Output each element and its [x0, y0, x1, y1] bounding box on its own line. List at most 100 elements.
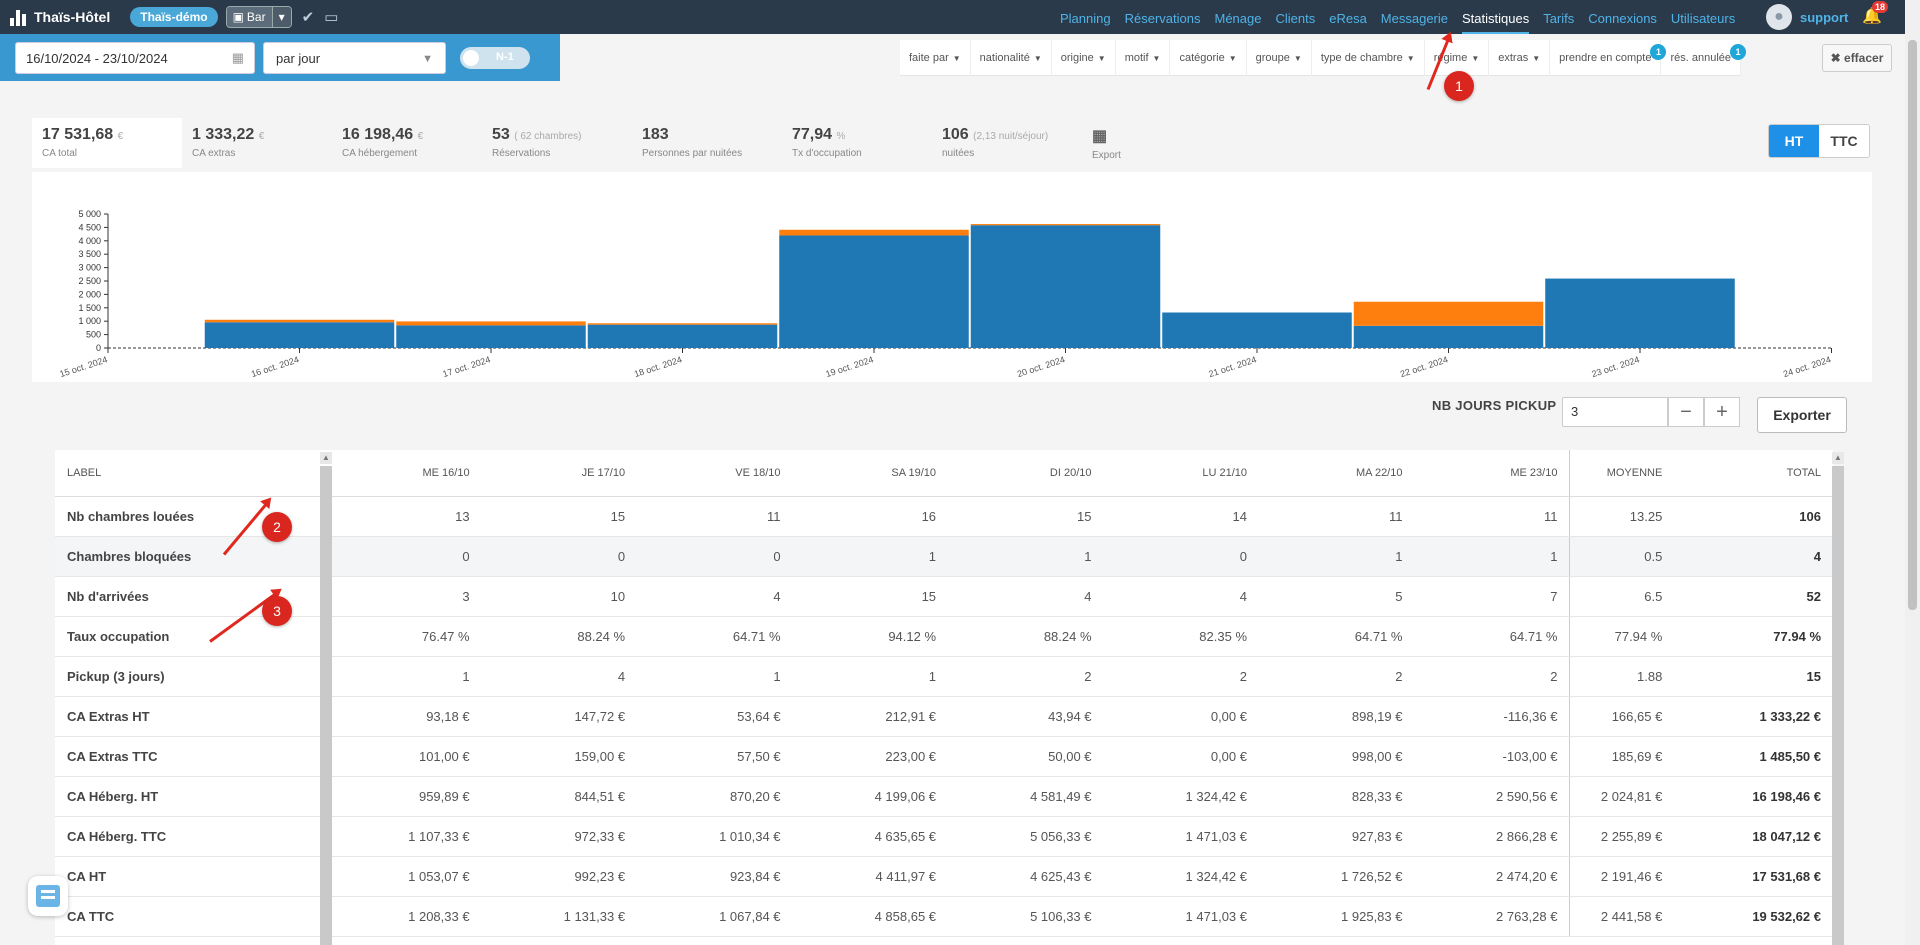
bar-hebergement: [204, 322, 395, 348]
nav-planning[interactable]: Planning: [1060, 11, 1111, 26]
column-header[interactable]: TOTAL: [1674, 450, 1833, 497]
nav-statistiques[interactable]: Statistiques: [1462, 0, 1530, 34]
table-cell: 2: [1414, 656, 1570, 697]
filter-dropdown[interactable]: motif ▼: [1116, 39, 1171, 76]
table-row[interactable]: CA Héberg. TTC 1 107,33 €972,33 €1 010,34…: [55, 816, 1833, 857]
caret-down-icon: ▼: [952, 53, 961, 63]
ttc-button[interactable]: TTC: [1819, 125, 1869, 157]
kpi-card[interactable]: 1 333,22 € CA extras: [182, 118, 332, 168]
chevron-down-icon[interactable]: ▾: [271, 7, 291, 27]
table-row[interactable]: Chambres bloquées 0 0 0 1 1 0 1 1 0.5 4: [55, 536, 1833, 577]
kpi-card[interactable]: 53 ( 62 chambres) Réservations: [482, 118, 632, 168]
increment-button[interactable]: +: [1704, 397, 1740, 427]
row-label: CA Héberg. HT: [55, 776, 327, 817]
table-cell: 1: [637, 656, 793, 697]
table-cell: 0: [481, 536, 638, 577]
kpi-card[interactable]: 183 Personnes par nuitées: [632, 118, 782, 168]
export-button[interactable]: Exporter: [1757, 397, 1847, 433]
bar-extras: [1353, 301, 1544, 326]
nav-messagerie[interactable]: Messagerie: [1380, 11, 1448, 26]
kpi-card[interactable]: 17 531,68 € CA total: [32, 118, 182, 168]
table-cell: 11: [637, 496, 793, 537]
kpi-export[interactable]: ▦ Export: [1082, 118, 1232, 168]
nav-connexions[interactable]: Connexions: [1588, 11, 1657, 26]
filter-dropdown[interactable]: origine ▼: [1052, 39, 1116, 76]
kpi-card[interactable]: 106 (2,13 nuit/séjour) nuitées: [932, 118, 1082, 168]
table-row[interactable]: Pickup (3 jours) 1 4 1 1 2 2 2 2 1.88 15: [55, 656, 1833, 697]
nav-tarifs[interactable]: Tarifs: [1543, 11, 1575, 26]
nav-eresa[interactable]: eResa: [1329, 11, 1367, 26]
nav-menage[interactable]: Ménage: [1214, 11, 1262, 26]
left-scrollbar[interactable]: [320, 466, 332, 945]
bell-icon[interactable]: 🔔 18: [1862, 1, 1889, 26]
table-row[interactable]: Nb chambres louées 13 15 11 16 15 14 11 11 13.25 1…: [55, 496, 1833, 537]
nav-reservations[interactable]: Réservations: [1124, 11, 1201, 26]
clear-filters-button[interactable]: ✖ effacer: [1822, 44, 1892, 72]
check-icon[interactable]: ✔: [301, 9, 315, 26]
table-cell: 159,00 €: [481, 736, 638, 777]
table-cell: 88.24 %: [481, 616, 638, 657]
table-cell: 1: [326, 656, 482, 697]
column-header[interactable]: VE 18/10: [637, 450, 793, 497]
column-header[interactable]: DI 20/10: [948, 450, 1104, 497]
kpi-card[interactable]: 16 198,46 € CA hébergement: [332, 118, 482, 168]
column-header[interactable]: LABEL: [55, 450, 327, 497]
column-header[interactable]: MOYENNE: [1569, 450, 1675, 497]
filter-dropdown[interactable]: groupe ▼: [1247, 39, 1312, 76]
page-scrollbar[interactable]: [1905, 0, 1920, 945]
column-header[interactable]: LU 21/10: [1103, 450, 1259, 497]
filter-dropdown[interactable]: rés. annulée 1: [1661, 39, 1747, 76]
nav-utilisateurs[interactable]: Utilisateurs: [1670, 11, 1736, 26]
row-label: Chambres bloquées: [55, 536, 327, 577]
decrement-button[interactable]: −: [1668, 397, 1704, 427]
table-row[interactable]: CA Extras TTC 101,00 €159,00 €57,50 €223,…: [55, 736, 1833, 777]
granularity-select[interactable]: par jour ▼: [263, 42, 446, 74]
help-widget[interactable]: [28, 876, 68, 916]
kpi-value: 183: [642, 126, 669, 143]
table-cell: 11: [1414, 496, 1570, 537]
bar-button[interactable]: ▣ Bar: [226, 7, 272, 27]
column-header[interactable]: ME 23/10: [1414, 450, 1570, 497]
column-header[interactable]: SA 19/10: [792, 450, 949, 497]
bar-extras: [587, 323, 778, 325]
table-row[interactable]: CA Extras HT 93,18 €147,72 €53,64 €212,91…: [55, 696, 1833, 737]
table-cell: 4: [481, 656, 638, 697]
column-header[interactable]: MA 22/10: [1259, 450, 1415, 497]
table-row[interactable]: Taux occupation 76.47 % 88.24 % 64.71 % 94.1…: [55, 616, 1833, 657]
x-tick-label: 19 oct. 2024: [824, 354, 874, 379]
scroll-up-icon[interactable]: ▲: [1832, 452, 1844, 464]
compare-n1-toggle[interactable]: N-1: [460, 47, 530, 69]
ht-button[interactable]: HT: [1769, 125, 1819, 157]
user-menu[interactable]: ● support: [1766, 4, 1848, 30]
filter-dropdown[interactable]: catégorie ▼: [1170, 39, 1247, 76]
table-cell: 1: [948, 536, 1104, 577]
table-row[interactable]: CA TTC 1 208,33 €1 131,33 €1 067,84 €4 85…: [55, 896, 1833, 937]
nav-clients[interactable]: Clients: [1275, 11, 1316, 26]
pickup-days-input[interactable]: 3: [1562, 397, 1668, 427]
table-row[interactable]: CA Héberg. HT 959,89 €844,51 €870,20 €4 1…: [55, 776, 1833, 817]
annotation-marker-3: 3: [262, 596, 292, 626]
page-scrollbar-thumb[interactable]: [1908, 40, 1917, 610]
kpi-label: Tx d'occupation: [792, 148, 862, 159]
environment-badge[interactable]: Thaïs-démo: [130, 7, 218, 27]
filter-dropdown[interactable]: type de chambre ▼: [1312, 39, 1425, 76]
kpi-card[interactable]: 77,94 % Tx d'occupation: [782, 118, 932, 168]
monitor-icon[interactable]: ▭: [324, 9, 339, 26]
calendar-icon: ▦: [231, 50, 244, 65]
column-header[interactable]: ME 16/10: [326, 450, 482, 497]
right-scrollbar[interactable]: [1832, 466, 1844, 945]
filter-dropdown[interactable]: extras ▼: [1489, 39, 1551, 76]
column-header[interactable]: JE 17/10: [481, 450, 638, 497]
brand[interactable]: Thaïs-Hôtel: [10, 8, 110, 26]
table-cell: 1 324,42 €: [1103, 856, 1259, 897]
table-row[interactable]: CA HT 1 053,07 €992,23 €923,84 €4 411,97 …: [55, 856, 1833, 897]
kpi-unit: (2,13 nuit/séjour): [973, 131, 1049, 142]
date-range-input[interactable]: 16/10/2024 - 23/10/2024 ▦: [15, 42, 255, 74]
bar-dropdown[interactable]: ▣ Bar ▾: [225, 6, 292, 28]
filter-dropdown[interactable]: nationalité ▼: [971, 39, 1052, 76]
scroll-up-icon[interactable]: ▲: [320, 452, 332, 464]
filter-dropdown[interactable]: prendre en compte 1: [1550, 39, 1667, 76]
table-cell: 19 532,62 €: [1674, 896, 1833, 937]
filter-dropdown[interactable]: faite par ▼: [900, 39, 971, 76]
table-cell: 17 531,68 €: [1674, 856, 1833, 897]
